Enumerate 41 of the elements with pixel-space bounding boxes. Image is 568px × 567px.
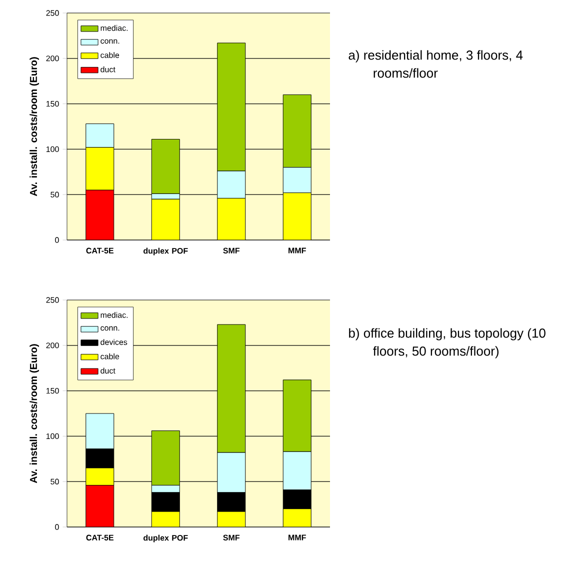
bar: [217, 511, 246, 527]
x-tick-label: duplex POF: [144, 534, 188, 542]
y-tick-label: 150: [46, 388, 59, 394]
x-tick-label: CAT-5E: [86, 534, 114, 540]
y-tick-label: 250: [46, 10, 59, 16]
y-tick-label: 0: [55, 237, 59, 243]
legend-label: cable: [100, 353, 120, 360]
y-tick-label: 200: [46, 56, 59, 62]
legend-label: mediac.: [100, 312, 128, 318]
x-tick-label: MMF: [288, 248, 306, 254]
bar: [86, 468, 114, 486]
legend-label: conn.: [100, 326, 120, 331]
bar: [151, 511, 180, 527]
y-tick-label: 150: [46, 100, 59, 107]
x-tick-label: duplex POF: [144, 248, 188, 256]
y-tick-label: 100: [46, 433, 59, 440]
legend-label: cable: [100, 52, 120, 58]
x-tick-label: MMF: [288, 534, 306, 540]
y-axis-title: Av. install. costs/room (Euro): [30, 57, 39, 196]
y-tick-label: 50: [50, 478, 59, 484]
bar: [217, 198, 246, 240]
legend-label: duct: [100, 368, 116, 374]
text: a) residential home, 3 floors, 4 rooms/floor: [348, 50, 523, 78]
text: b) office building, bus topology (10 floors, 50 rooms/floor): [349, 328, 546, 358]
bar: [86, 147, 114, 190]
legend-label: conn.: [100, 39, 120, 44]
legend-label: mediac.: [100, 25, 128, 31]
legend-label: devices: [100, 339, 128, 345]
y-tick-label: 100: [46, 146, 59, 152]
y-tick-label: 250: [46, 297, 59, 303]
y-tick-label: 0: [55, 524, 59, 530]
bar: [151, 198, 180, 240]
bar: [282, 192, 312, 240]
y-tick-label: 50: [50, 192, 59, 198]
bar: [282, 508, 312, 527]
x-tick-label: SMF: [223, 534, 240, 540]
x-tick-label: SMF: [223, 248, 240, 254]
y-axis-title: Av. install. costs/room (Euro): [30, 344, 39, 484]
y-tick-label: 200: [46, 342, 59, 348]
legend-label: duct: [100, 66, 116, 72]
x-tick-label: CAT-5E: [86, 248, 114, 254]
